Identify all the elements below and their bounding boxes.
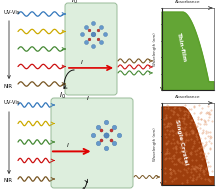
Text: Absorbance: Absorbance bbox=[175, 0, 201, 4]
Polygon shape bbox=[162, 107, 214, 185]
Text: $I$: $I$ bbox=[80, 58, 84, 66]
Text: NIR: NIR bbox=[3, 178, 12, 184]
Text: Wavelength (nm): Wavelength (nm) bbox=[153, 127, 157, 161]
Text: $I_0$: $I_0$ bbox=[59, 91, 66, 101]
Text: Single Crystal: Single Crystal bbox=[174, 119, 189, 166]
Text: UV-Vis: UV-Vis bbox=[3, 9, 20, 15]
Text: $I_0$: $I_0$ bbox=[71, 0, 78, 6]
Text: $I$: $I$ bbox=[81, 185, 84, 189]
Text: $I$: $I$ bbox=[66, 141, 69, 149]
Text: Wavelength (nm): Wavelength (nm) bbox=[153, 32, 157, 66]
Text: NIR: NIR bbox=[3, 84, 12, 88]
FancyBboxPatch shape bbox=[51, 98, 133, 188]
Text: Thin-film: Thin-film bbox=[176, 32, 187, 63]
Text: $I$: $I$ bbox=[86, 94, 90, 102]
Polygon shape bbox=[162, 12, 214, 90]
Text: UV-Vis: UV-Vis bbox=[3, 101, 20, 105]
FancyBboxPatch shape bbox=[65, 3, 117, 95]
Text: Absorbance: Absorbance bbox=[175, 95, 201, 99]
